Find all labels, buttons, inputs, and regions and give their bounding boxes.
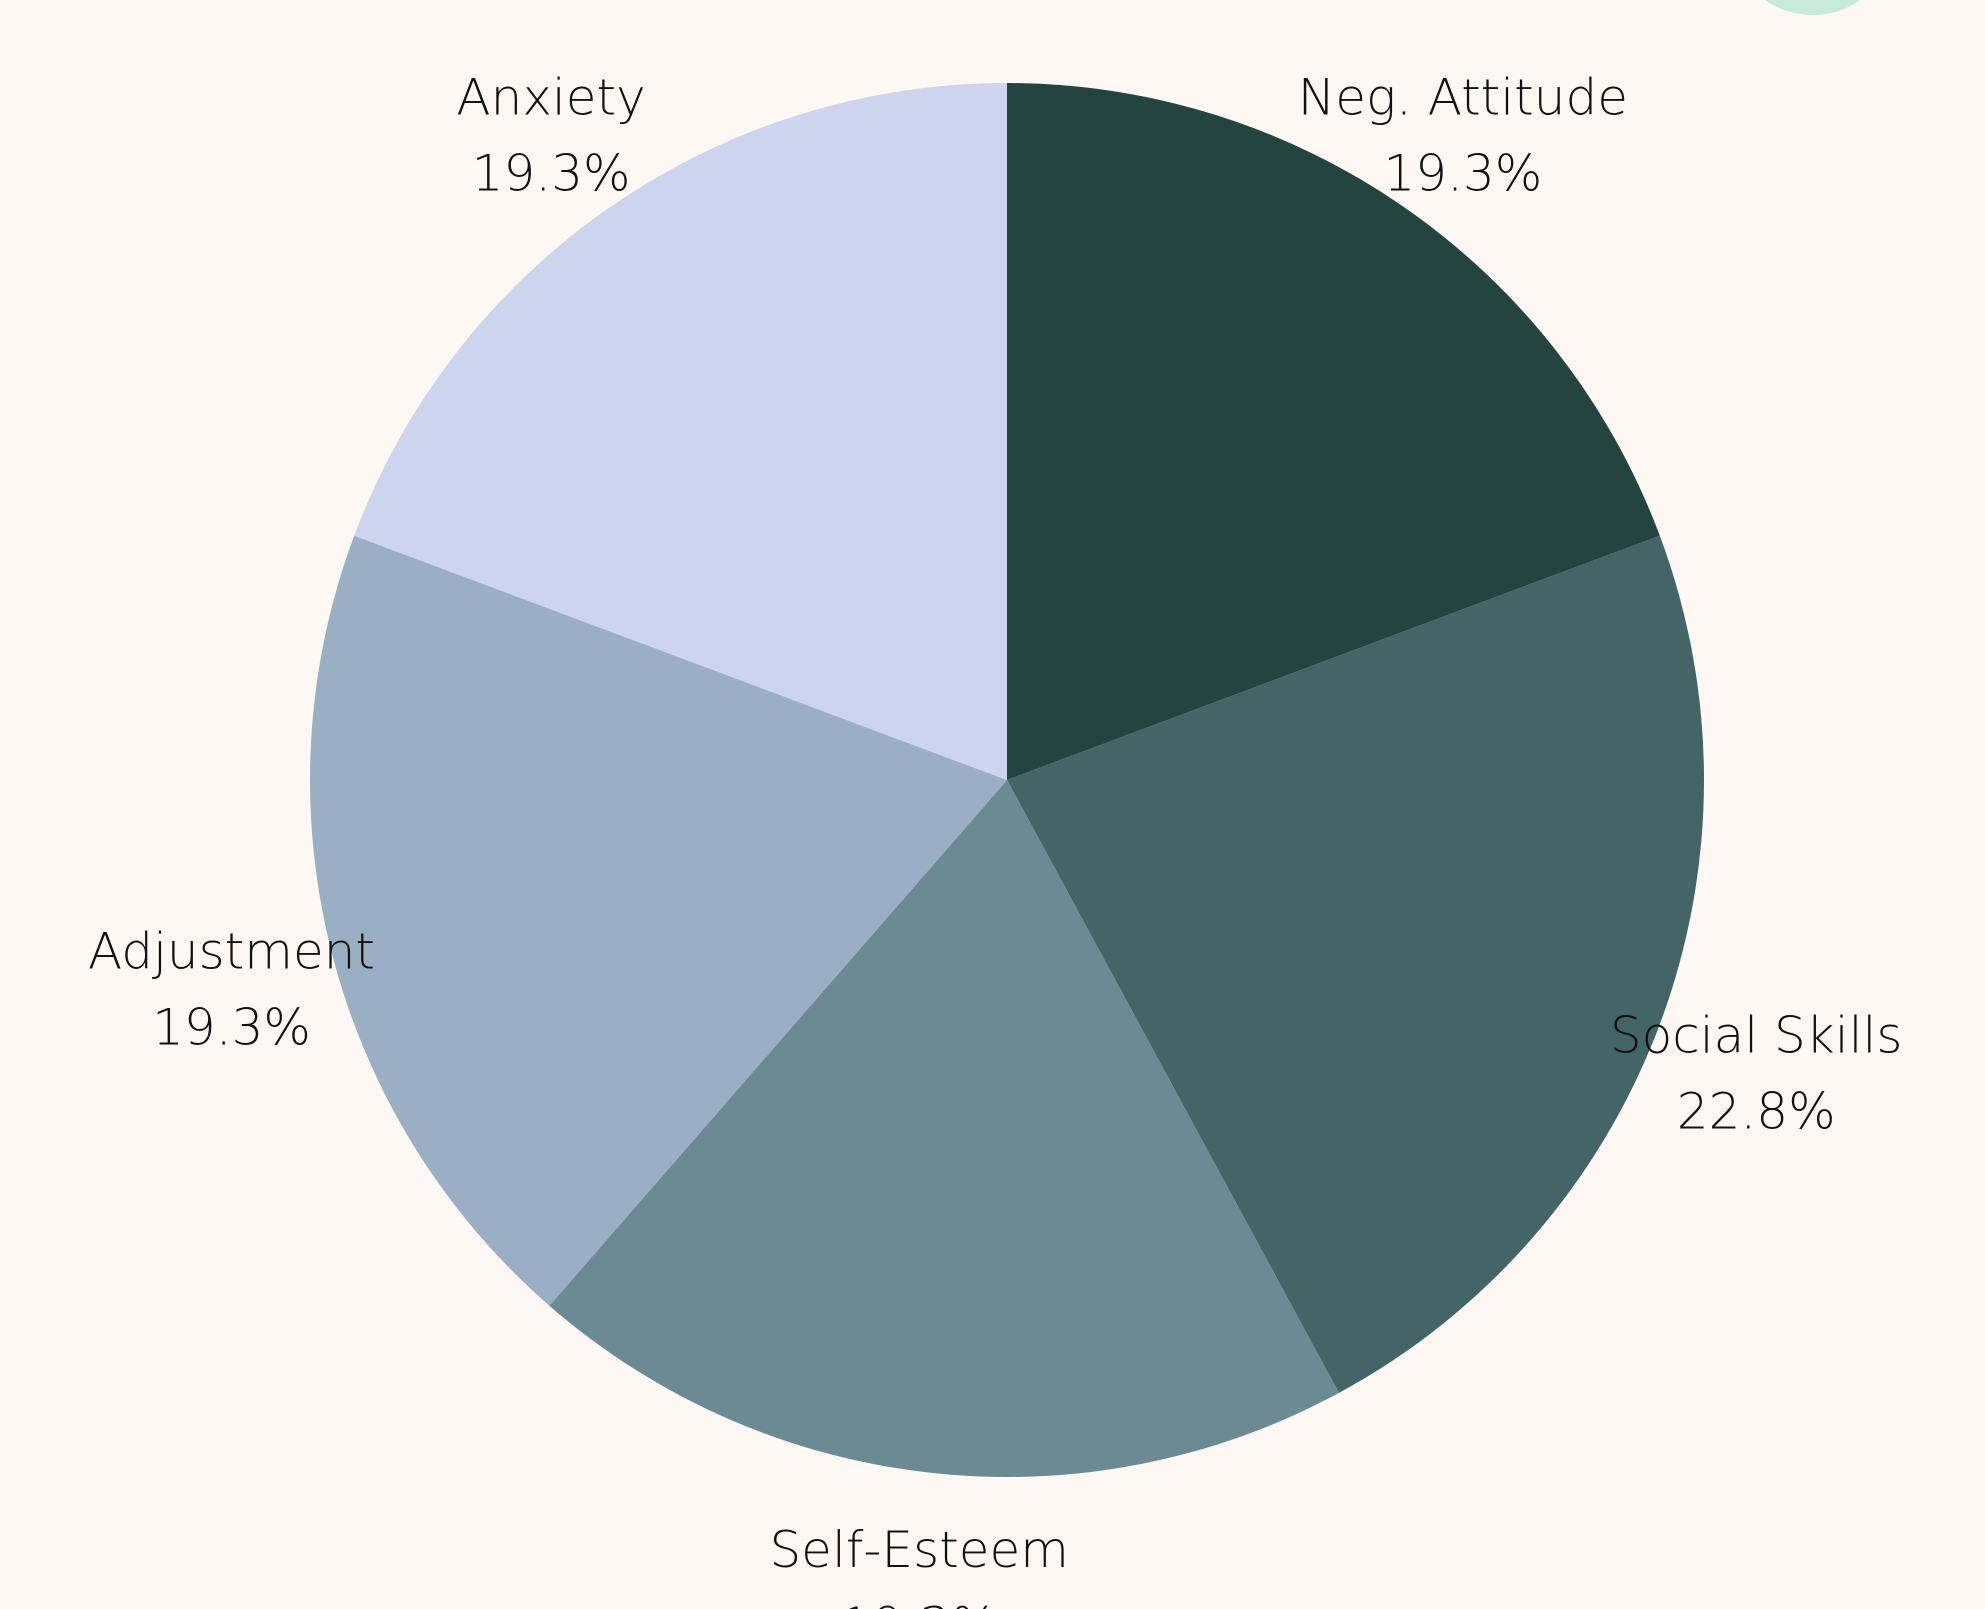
slice-label-social-skills: Social Skills [1610,1006,1903,1064]
slice-value-social-skills: 22.8% [1677,1082,1836,1140]
slice-value-self-esteem: 19.3% [840,1597,999,1609]
slice-value-anxiety: 19.3% [472,145,631,203]
pie-slice-social-skills [1007,535,1705,1393]
pie-slice-anxiety [354,83,1008,780]
slice-label-neg-attitude: Neg. Attitude [1298,69,1628,127]
slice-label-anxiety: Anxiety [456,69,645,127]
pie-slices [309,83,1705,1477]
pie-slice-self-esteem [549,780,1339,1477]
pie-labels: Neg. Attitude 19.3% Social Skills 22.8% Self… [88,69,1903,1609]
pie-slice-adjustment [309,535,1007,1306]
pie-slice-neg-attitude [1007,83,1660,780]
corner-accent-shape [1765,0,1860,16]
slice-label-adjustment: Adjustment [88,923,375,981]
slice-label-self-esteem: Self-Esteem [769,1521,1069,1579]
slice-value-adjustment: 19.3% [152,999,311,1057]
slice-value-neg-attitude: 19.3% [1383,145,1542,203]
